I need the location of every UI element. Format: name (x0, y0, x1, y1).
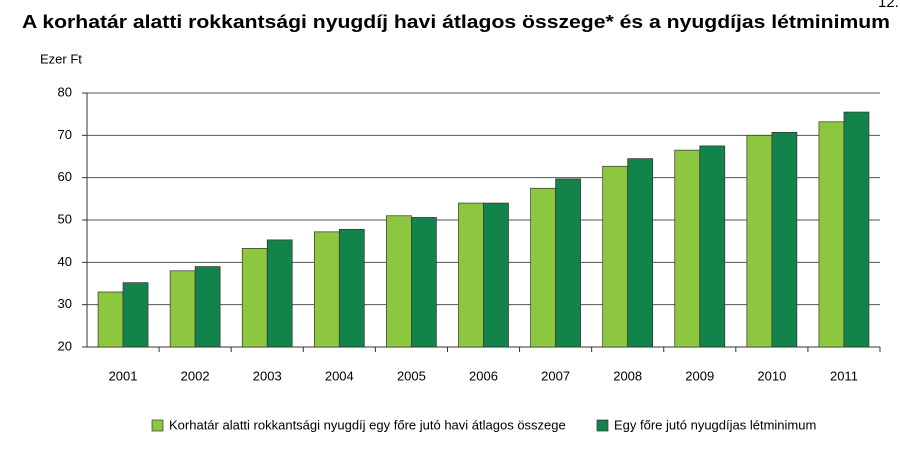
y-tick-label: 70 (58, 127, 72, 142)
x-tick-label: 2010 (757, 368, 786, 383)
chart-title: A korhatár alatti rokkantsági nyugdíj ha… (22, 12, 890, 32)
x-tick-label: 2001 (109, 368, 138, 383)
x-tick-label: 2007 (541, 368, 570, 383)
bar (411, 217, 437, 348)
bar (458, 202, 484, 348)
y-tick-label: 30 (58, 296, 72, 311)
bar (241, 248, 268, 348)
legend-swatch (151, 419, 164, 432)
y-tick-label: 40 (58, 254, 72, 269)
bar (843, 111, 870, 348)
bar (746, 134, 773, 348)
bar (338, 228, 365, 348)
y-axis-label: Ezer Ft (40, 51, 82, 66)
bar (530, 187, 556, 348)
x-tick-label: 2002 (181, 368, 210, 383)
bar (818, 121, 845, 348)
bar (483, 202, 509, 348)
legend-swatch (596, 419, 609, 432)
y-tick-label: 60 (58, 169, 72, 184)
bar (602, 165, 629, 348)
bar (194, 266, 221, 348)
bar (674, 149, 701, 348)
bar (97, 291, 124, 348)
y-tick-label: 80 (58, 84, 72, 99)
bar (122, 282, 149, 348)
bar (169, 270, 196, 348)
bar (699, 145, 726, 348)
x-tick-label: 2006 (469, 368, 498, 383)
bar (266, 239, 293, 348)
x-tick-label: 2003 (253, 368, 282, 383)
x-tick-label: 2009 (685, 368, 714, 383)
bar (555, 178, 581, 348)
bar (627, 158, 654, 348)
legend-label: Egy főre jutó nyugdíjas létminimum (614, 417, 816, 432)
legend-label: Korhatár alatti rokkantsági nyugdíj egy … (169, 417, 566, 432)
page-number: 12. (878, 0, 899, 11)
x-tick-label: 2008 (613, 368, 642, 383)
y-tick-label: 20 (58, 338, 72, 353)
y-tick-label: 50 (58, 211, 72, 226)
x-tick-label: 2011 (830, 368, 858, 383)
bar (313, 231, 340, 348)
bar (386, 215, 412, 348)
x-tick-label: 2005 (397, 368, 426, 383)
bar (771, 132, 798, 348)
x-tick-label: 2004 (325, 368, 354, 383)
